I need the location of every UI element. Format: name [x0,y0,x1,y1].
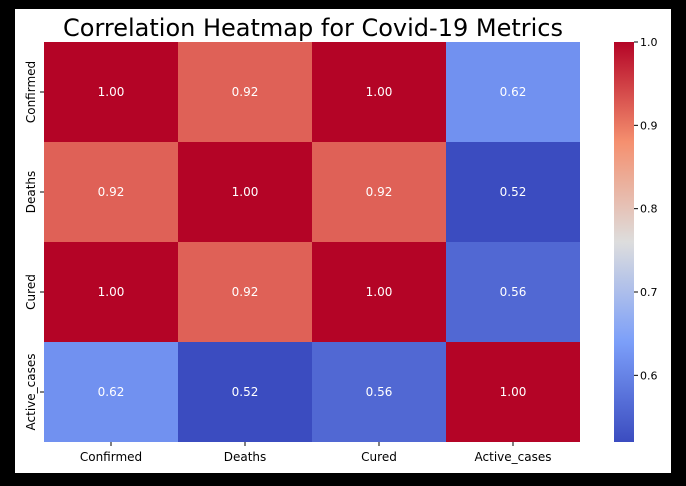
heatmap-cell [178,42,312,142]
x-tick-label: Deaths [224,450,267,464]
cell-value-label: 0.52 [500,185,527,199]
cell-value-label: 1.00 [366,85,393,99]
heatmap-cell [44,142,178,242]
heatmap-cell [446,342,580,442]
cell-value-label: 0.56 [366,385,393,399]
heatmap-cell [312,142,446,242]
y-tick-label: Deaths [24,171,38,214]
heatmap-cells [44,42,580,442]
cell-value-label: 0.92 [366,185,393,199]
cell-value-label: 1.00 [366,285,393,299]
colorbar-tick-label: 0.9 [640,119,658,132]
colorbar-tick-label: 0.7 [640,286,658,299]
heatmap-cell [312,242,446,342]
cell-value-label: 0.62 [98,385,125,399]
colorbar-gradient [614,42,634,442]
figure-panel: Correlation Heatmap for Covid-19 Metrics… [15,9,671,473]
correlation-heatmap: Correlation Heatmap for Covid-19 Metrics… [24,14,658,464]
x-tick-label: Active_cases [475,450,552,464]
cell-value-label: 0.92 [232,85,259,99]
cell-value-label: 0.62 [500,85,527,99]
colorbar-tick-label: 0.8 [640,203,658,216]
y-axis-ticks: Confirmed Deaths Cured Active_cases [24,61,44,431]
cell-value-label: 0.92 [232,285,259,299]
cell-value-label: 1.00 [98,85,125,99]
heatmap-cell [446,242,580,342]
y-tick-label: Active_cases [24,354,38,431]
cell-value-label: 0.52 [232,385,259,399]
colorbar-tick-label: 1.0 [640,36,658,49]
heatmap-annotations: 1.00 0.92 1.00 0.62 0.92 1.00 0.92 0.52 1.00 0.92… [98,85,527,399]
heatmap-cell [44,42,178,142]
cell-value-label: 1.00 [232,185,259,199]
colorbar-tick-label: 0.6 [640,369,658,382]
y-tick-label: Cured [24,274,38,310]
heatmap-cell [312,342,446,442]
heatmap-cell [178,242,312,342]
x-axis-ticks: Confirmed Deaths Cured Active_cases [80,442,552,464]
x-tick-label: Cured [361,450,397,464]
colorbar: 0.6 0.7 0.8 0.9 1.0 [614,36,658,442]
cell-value-label: 0.92 [98,185,125,199]
x-tick-label: Confirmed [80,450,142,464]
heatmap-cell [446,142,580,242]
heatmap-cell [178,142,312,242]
cell-value-label: 1.00 [98,285,125,299]
heatmap-cell [312,42,446,142]
cell-value-label: 0.56 [500,285,527,299]
cell-value-label: 1.00 [500,385,527,399]
y-tick-label: Confirmed [24,61,38,123]
heatmap-cell [44,242,178,342]
chart-title: Correlation Heatmap for Covid-19 Metrics [63,14,563,42]
heatmap-cell [44,342,178,442]
heatmap-cell [178,342,312,442]
heatmap-cell [446,42,580,142]
